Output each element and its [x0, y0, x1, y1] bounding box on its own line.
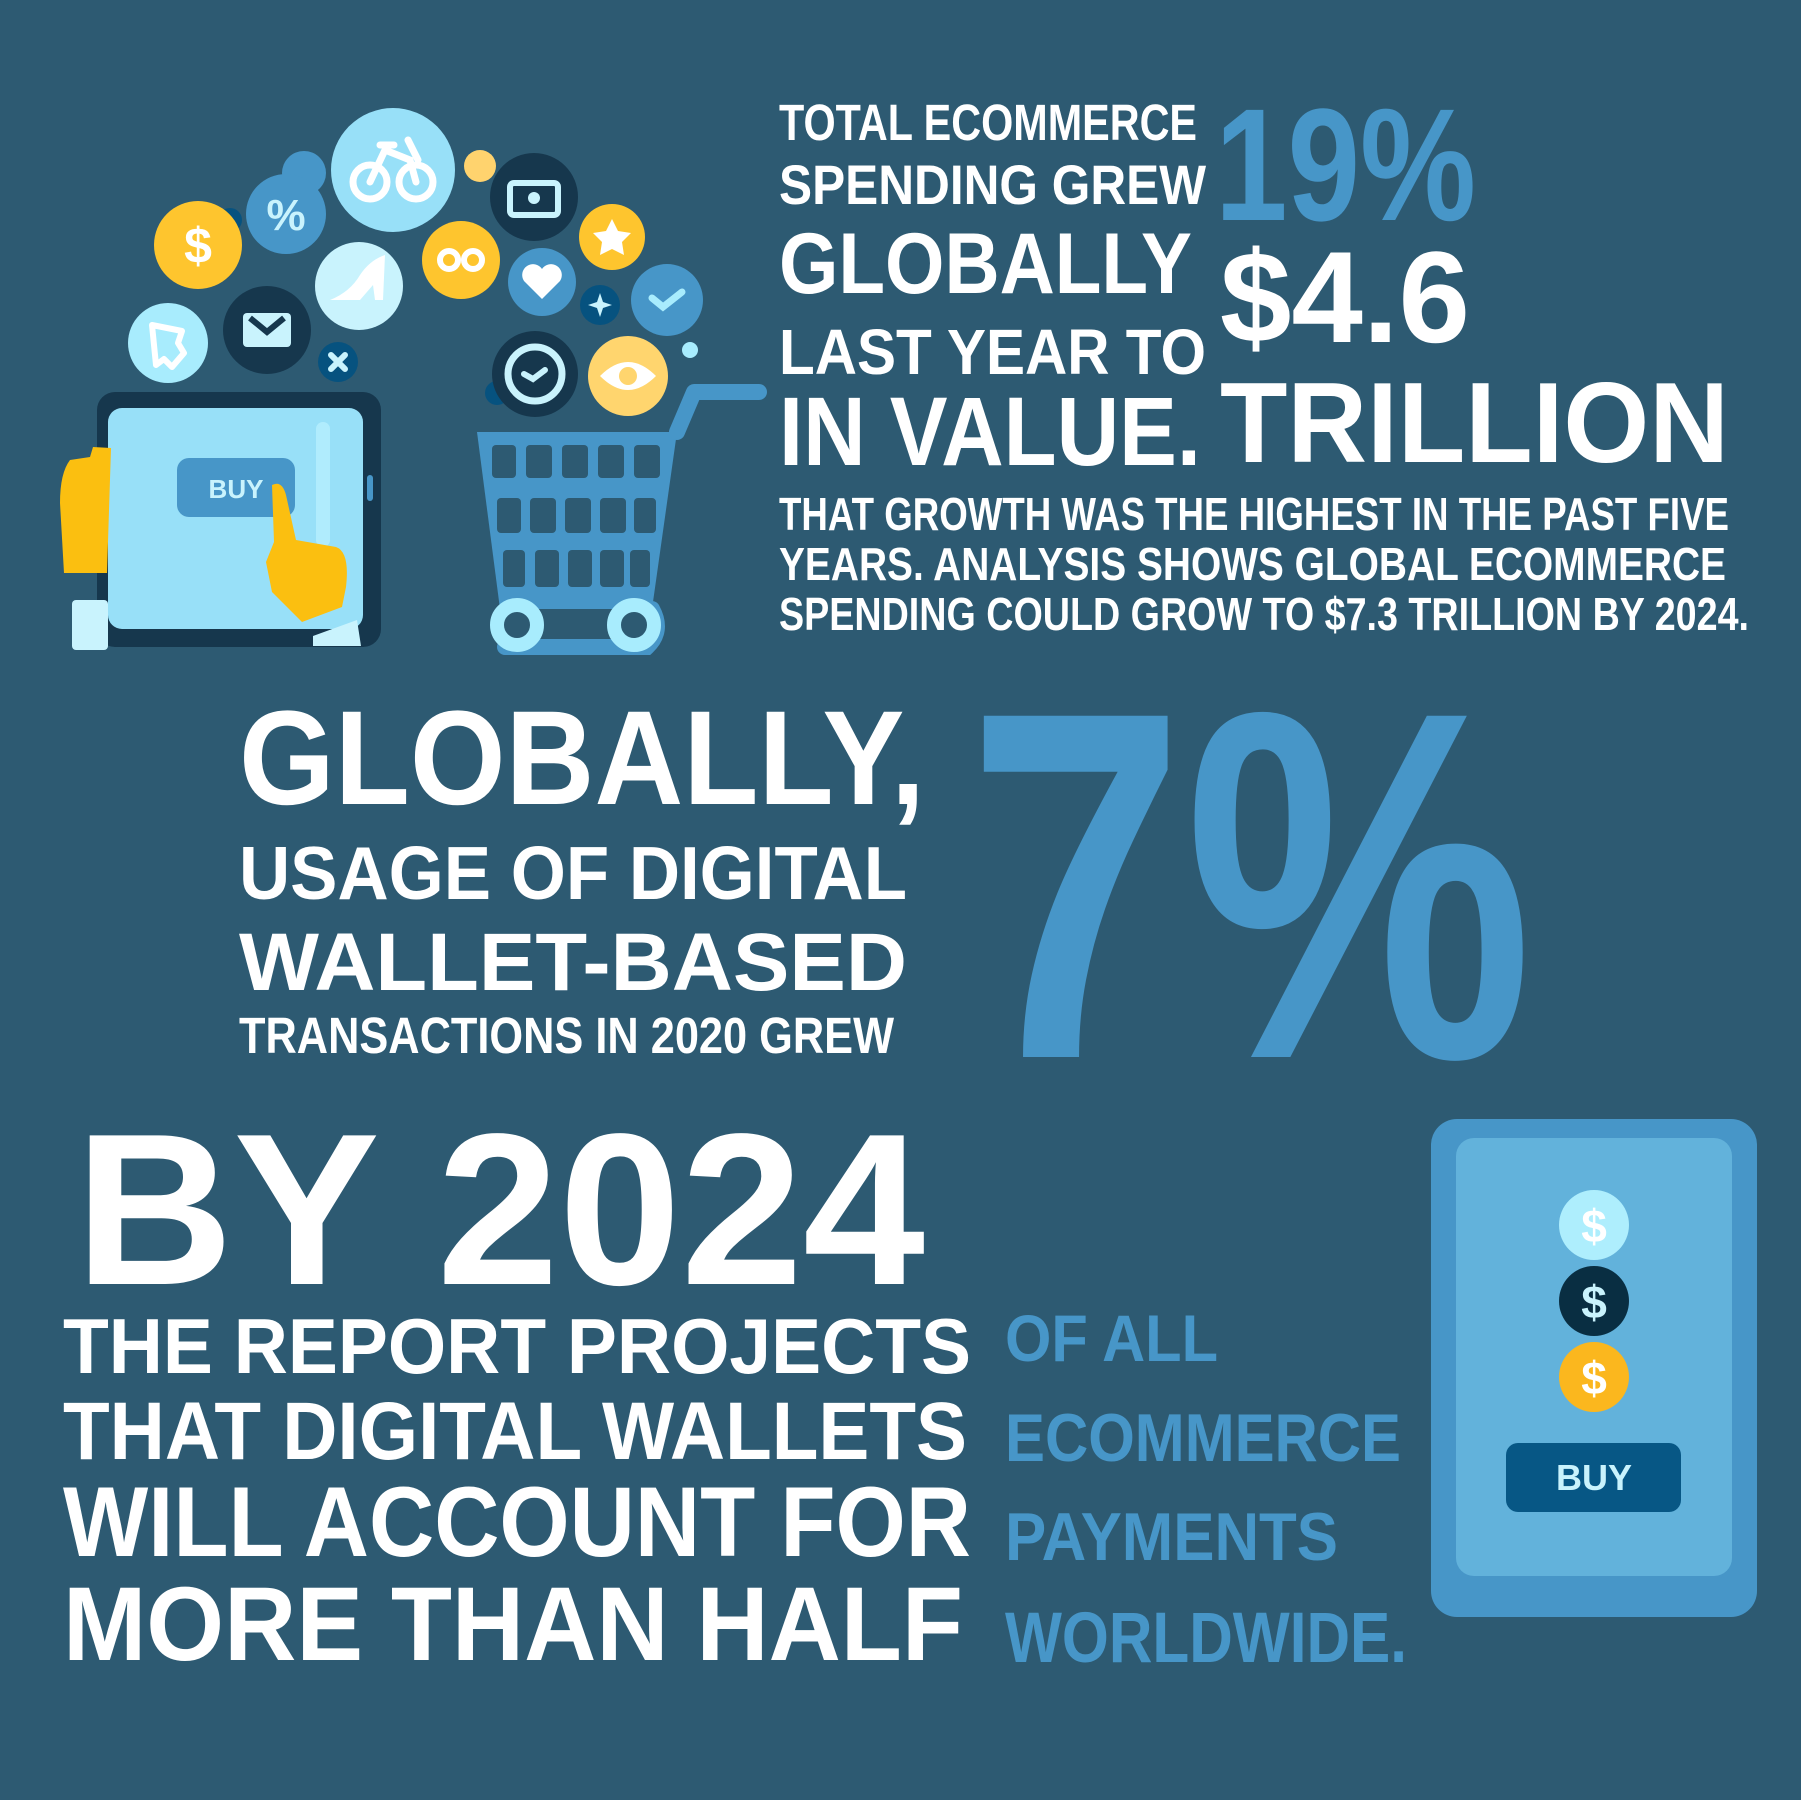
- dot-decoration: [682, 342, 698, 358]
- eye-icon: [588, 336, 668, 416]
- star-icon: [579, 204, 645, 270]
- infinity-icon: [422, 221, 500, 299]
- phone-icon: $ $ $ BUY: [1431, 1119, 1757, 1617]
- clock-icon: [492, 331, 578, 417]
- paragraph-line: SPENDING COULD GROW TO $7.3 TRILLION BY …: [779, 588, 1749, 640]
- growth-percent: 19%: [1215, 75, 1476, 254]
- headline-line: IN VALUE.: [779, 377, 1201, 486]
- headline-line: SPENDING GREW: [779, 153, 1206, 216]
- ecommerce-growth-section: TOTAL ECOMMERCE SPENDING GREW GLOBALLY L…: [779, 75, 1749, 640]
- projection-blue-line: PAYMENTS: [1005, 1499, 1338, 1575]
- headline-line: TRANSACTIONS IN 2020 GREW: [239, 1007, 895, 1064]
- projection-blue-line: OF ALL: [1005, 1301, 1218, 1375]
- dot-decoration: [464, 150, 496, 182]
- digital-wallet-growth-section: GLOBALLY, USAGE OF DIGITAL WALLET-BASED …: [239, 609, 1533, 1163]
- tablet-buy-button[interactable]: BUY: [177, 458, 295, 517]
- projection-line: THAT DIGITAL WALLETS: [63, 1386, 967, 1477]
- envelope-icon: [223, 286, 311, 374]
- camera-icon: [490, 153, 578, 241]
- shopping-cart-icon: [477, 384, 767, 655]
- dollar-icon: $: [154, 201, 242, 289]
- coin-icon: $: [1559, 1342, 1629, 1412]
- svg-text:$: $: [184, 218, 212, 274]
- wallet-growth-percent: 7%: [967, 609, 1533, 1163]
- projection-line: MORE THAN HALF: [63, 1566, 963, 1683]
- headline-line: WALLET-BASED: [239, 917, 907, 1008]
- projection-headline: BY 2024: [75, 1088, 925, 1330]
- paragraph-line: YEARS. ANALYSIS SHOWS GLOBAL ECOMMERCE: [779, 538, 1726, 590]
- hand-icon: [60, 447, 111, 573]
- spending-value: $4.6: [1220, 224, 1470, 370]
- bicycle-icon: [331, 108, 455, 232]
- projection-blue-line: WORLDWIDE.: [1005, 1599, 1407, 1678]
- coin-icon: $: [1559, 1266, 1629, 1336]
- svg-text:%: %: [266, 191, 305, 240]
- percent-icon: %: [246, 174, 326, 254]
- tablet-icon: BUY: [60, 392, 381, 650]
- projection-line: WILL ACCOUNT FOR: [63, 1466, 971, 1577]
- clipboard-icon: [128, 303, 208, 383]
- headline-line: GLOBALLY: [779, 216, 1192, 312]
- close-icon: [318, 342, 358, 382]
- projection-line: THE REPORT PROJECTS: [63, 1302, 971, 1390]
- svg-text:$: $: [1581, 1200, 1607, 1252]
- projection-blue-line: ECOMMERCE: [1005, 1400, 1401, 1476]
- headline-line: LAST YEAR TO: [779, 316, 1206, 388]
- pointing-hand-icon: [266, 483, 347, 622]
- svg-text:BUY: BUY: [209, 474, 264, 504]
- projection-section: BY 2024 THE REPORT PROJECTS THAT DIGITAL…: [63, 1088, 1407, 1683]
- coin-icon: $: [1559, 1190, 1629, 1260]
- spending-unit: TRILLION: [1220, 360, 1729, 487]
- phone-buy-button[interactable]: BUY: [1506, 1443, 1681, 1512]
- check-icon: [631, 264, 703, 336]
- svg-text:BUY: BUY: [1556, 1457, 1632, 1498]
- shoe-icon: [315, 242, 403, 330]
- svg-text:$: $: [1581, 1352, 1607, 1404]
- headline-line: USAGE OF DIGITAL: [239, 831, 907, 915]
- sparkle-icon: [580, 285, 620, 325]
- shopping-illustration: $ %: [60, 108, 767, 655]
- paragraph-line: THAT GROWTH WAS THE HIGHEST IN THE PAST …: [779, 488, 1729, 540]
- headline-line: GLOBALLY,: [239, 684, 925, 833]
- heart-icon: [508, 248, 576, 316]
- headline-line: TOTAL ECOMMERCE: [779, 94, 1197, 151]
- svg-text:$: $: [1581, 1276, 1607, 1328]
